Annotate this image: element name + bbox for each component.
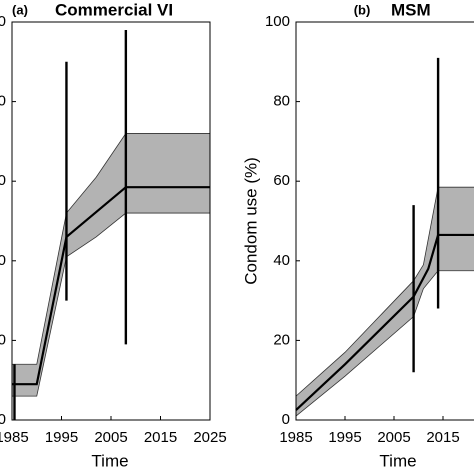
- x-tick-label: 1995: [45, 429, 78, 446]
- x-tick-label: 2025: [193, 429, 226, 446]
- band-lower-edge: [295, 270, 474, 417]
- band-upper-edge: [295, 186, 474, 397]
- x-tick-label: 1985: [279, 429, 312, 446]
- x-axis-label: Time: [379, 451, 416, 470]
- x-tick-label: 1985: [0, 429, 29, 446]
- y-tick-label: 100: [265, 13, 290, 30]
- y-tick-label: 60: [273, 172, 290, 189]
- y-tick-label: 40: [273, 252, 290, 269]
- chart-title: MSM: [391, 0, 431, 19]
- x-tick-label: 2015: [426, 429, 459, 446]
- model-line: [295, 233, 474, 411]
- x-tick-label: 1995: [328, 429, 361, 446]
- y-tick-label: 80: [0, 93, 6, 110]
- y-axis-label: Condom use (%): [241, 157, 260, 285]
- band-upper-edge: [12, 133, 210, 365]
- chart-title: Commercial VI: [55, 0, 173, 19]
- x-tick-label: 2005: [377, 429, 410, 446]
- y-tick-label: 40: [0, 252, 6, 269]
- panel-label: (b): [354, 2, 371, 17]
- y-tick-label: 0: [0, 411, 6, 428]
- y-tick-label: 80: [273, 93, 290, 110]
- y-tick-label: 20: [273, 331, 290, 348]
- y-tick-label: 60: [0, 172, 6, 189]
- x-axis-label: Time: [91, 451, 128, 470]
- x-tick-label: 2005: [94, 429, 127, 446]
- uncertainty-band: [296, 187, 474, 417]
- y-tick-label: 100: [0, 13, 6, 30]
- y-tick-label: 0: [282, 411, 290, 428]
- band-lower-edge: [12, 212, 210, 397]
- y-tick-label: 20: [0, 331, 6, 348]
- uncertainty-band: [12, 133, 210, 397]
- panel-label: (a): [12, 2, 28, 17]
- x-tick-label: 2015: [144, 429, 177, 446]
